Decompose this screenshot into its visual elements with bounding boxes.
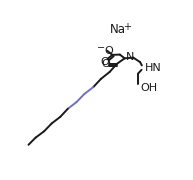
Text: OH: OH [140, 83, 157, 93]
Text: HN: HN [145, 63, 161, 73]
Text: O: O [102, 59, 110, 69]
Text: O: O [100, 57, 109, 67]
Text: O: O [104, 46, 113, 56]
Text: −: − [97, 43, 106, 53]
Text: +: + [123, 22, 131, 32]
Text: N: N [125, 52, 134, 62]
Text: Na: Na [110, 23, 126, 36]
